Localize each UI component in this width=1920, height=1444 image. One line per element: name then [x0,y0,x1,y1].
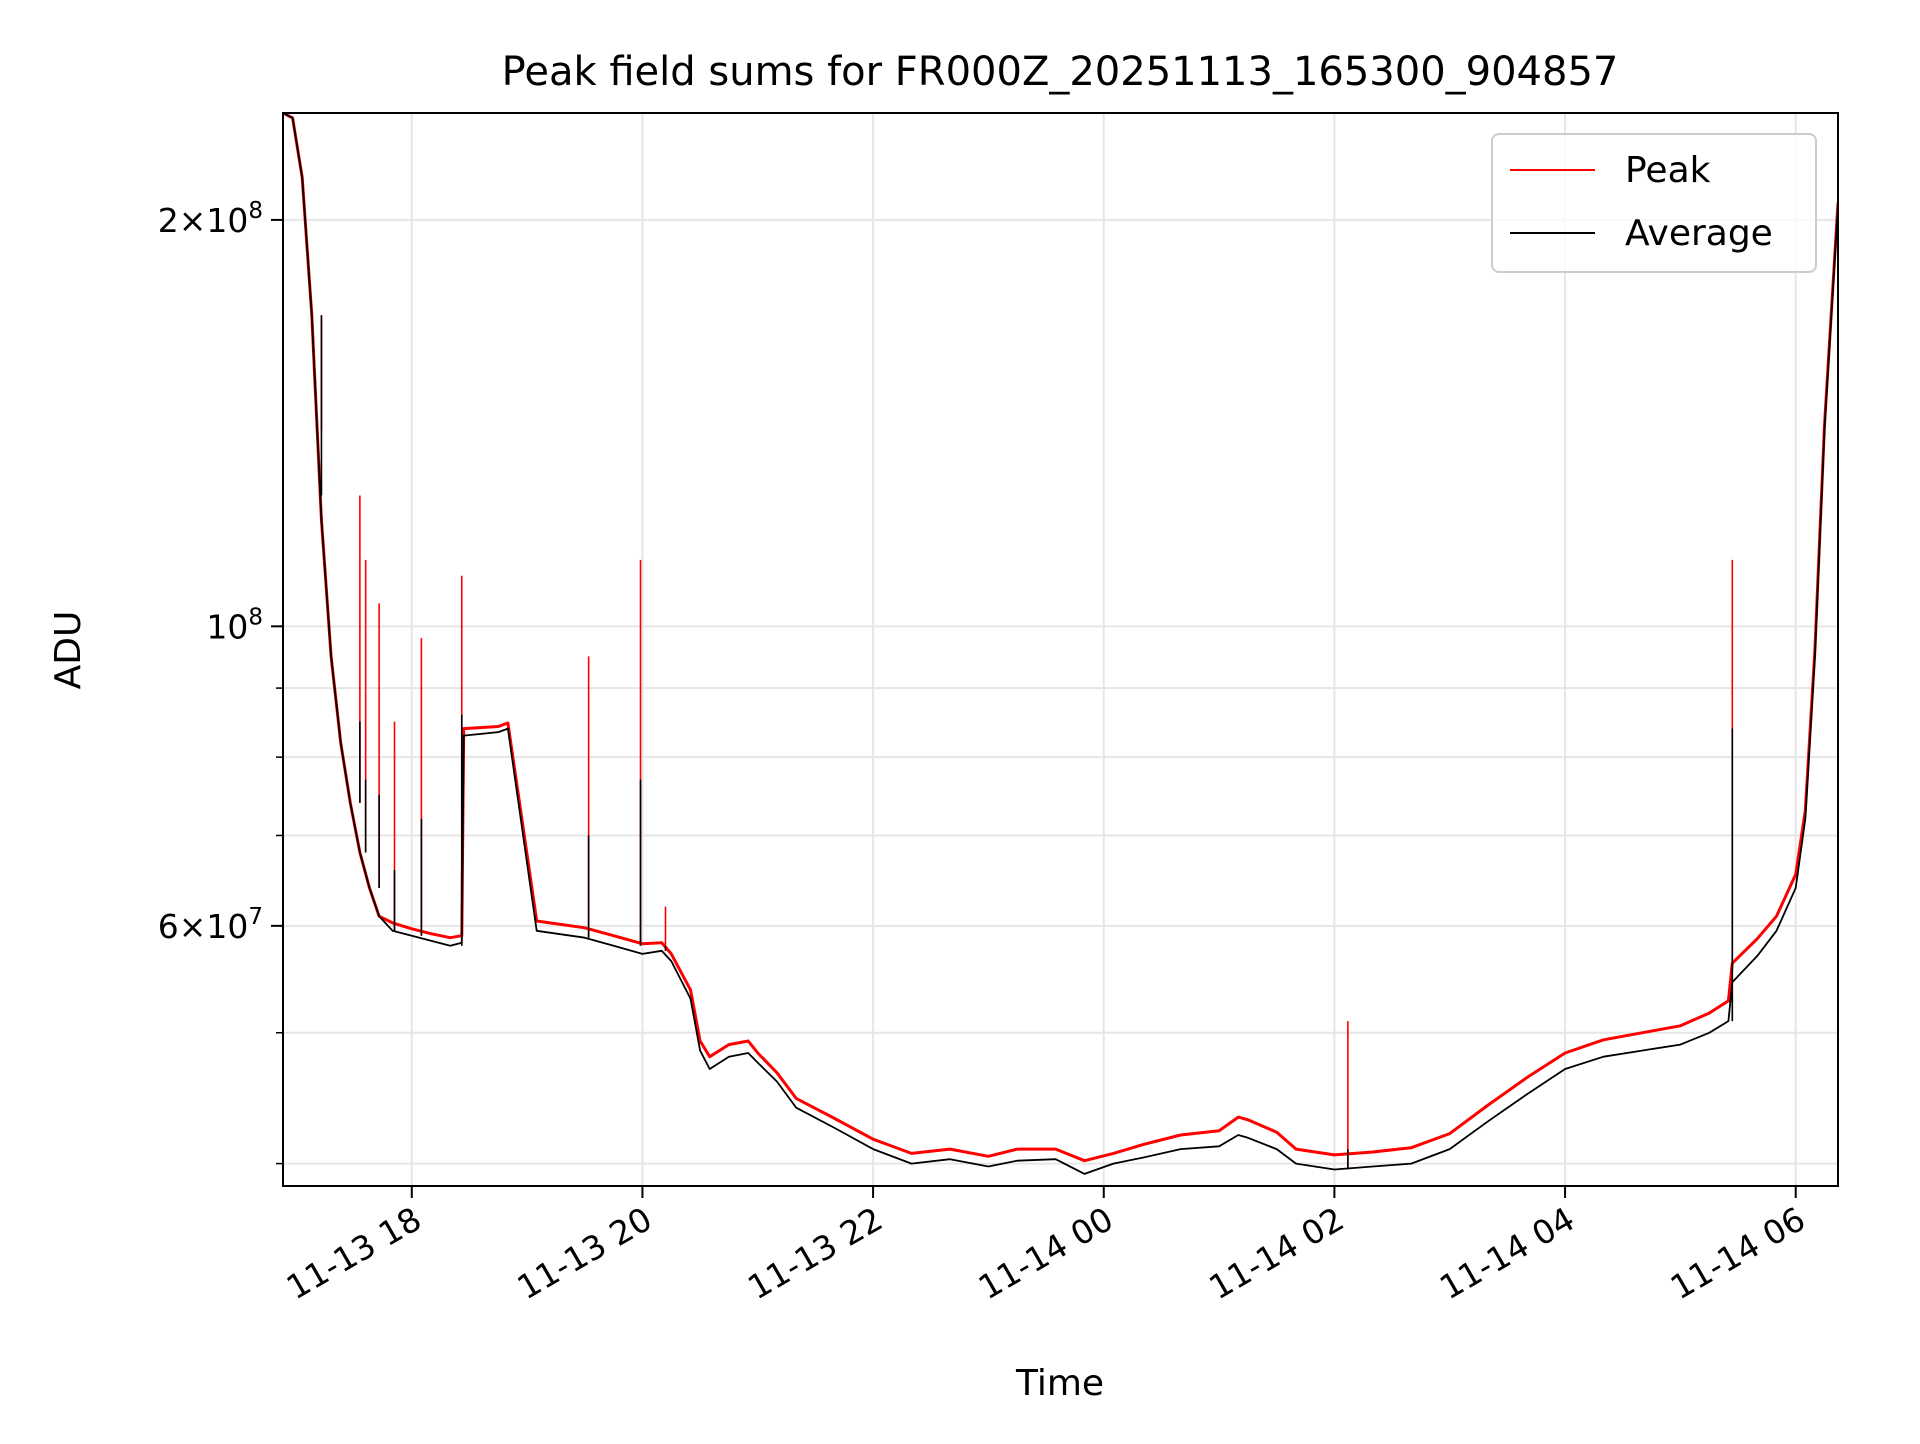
chart-title: Peak field sums for FR000Z_20251113_1653… [502,49,1619,95]
x-axis-label: Time [1015,1363,1104,1404]
x-tick-label: 11-13 22 [741,1199,889,1307]
x-tick-label: 11-14 04 [1433,1199,1581,1307]
series-line-average [283,113,1838,1175]
x-tick-label: 11-14 06 [1664,1199,1812,1307]
x-tick-label: 11-14 00 [972,1199,1120,1307]
y-tick-label: 2×108 [158,198,263,240]
x-tick-label: 11-13 18 [280,1199,428,1307]
plot-frame [282,112,1839,1187]
grid [283,113,1838,1186]
series-line-peak [283,113,1838,1163]
legend-label-average: Average [1625,213,1773,254]
legend-box [1491,133,1817,273]
series-layer [283,113,1838,1175]
legend-label-peak: Peak [1625,150,1711,191]
y-axis-label: ADU [48,611,89,690]
x-tick-label: 11-13 20 [510,1199,658,1307]
x-tick-label: 11-14 02 [1202,1199,1350,1307]
y-tick-label: 6×107 [158,904,263,946]
y-tick-label: 108 [206,604,263,646]
ticks: 11-13 18 11-13 20 11-13 22 11-14 00 11-14 02… [158,198,1812,1307]
legend: Peak Average [1491,133,1817,273]
series-group [283,113,1838,1175]
